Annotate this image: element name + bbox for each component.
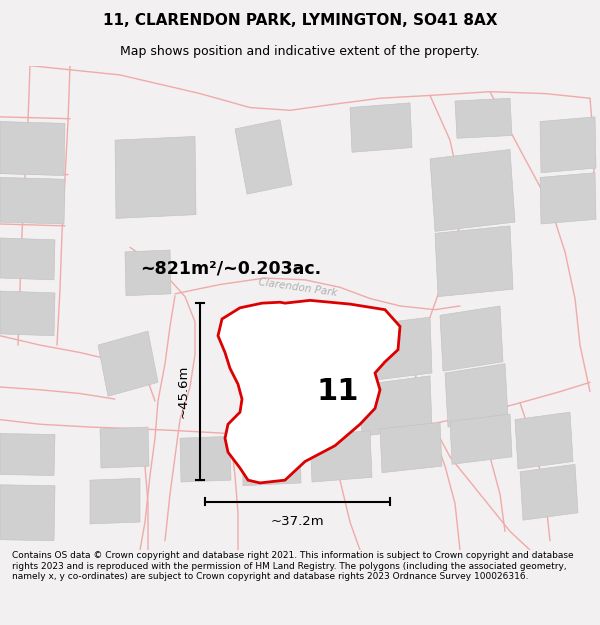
Polygon shape xyxy=(515,412,573,469)
Polygon shape xyxy=(540,117,596,172)
Polygon shape xyxy=(90,478,140,524)
Polygon shape xyxy=(235,119,292,194)
Polygon shape xyxy=(440,306,503,371)
Text: Map shows position and indicative extent of the property.: Map shows position and indicative extent… xyxy=(120,44,480,58)
Polygon shape xyxy=(0,121,65,176)
Polygon shape xyxy=(445,364,508,427)
Text: Clarendon Park: Clarendon Park xyxy=(258,277,338,298)
Text: Contains OS data © Crown copyright and database right 2021. This information is : Contains OS data © Crown copyright and d… xyxy=(12,551,574,581)
Polygon shape xyxy=(540,173,596,224)
Text: ~821m²/~0.203ac.: ~821m²/~0.203ac. xyxy=(140,260,321,278)
Polygon shape xyxy=(0,291,55,336)
Polygon shape xyxy=(435,226,513,297)
Polygon shape xyxy=(180,436,231,482)
Polygon shape xyxy=(255,339,308,390)
Polygon shape xyxy=(115,136,196,218)
Polygon shape xyxy=(0,434,55,476)
Polygon shape xyxy=(450,414,512,464)
Polygon shape xyxy=(98,331,158,396)
Text: ~37.2m: ~37.2m xyxy=(271,514,325,528)
Polygon shape xyxy=(430,149,515,231)
Polygon shape xyxy=(360,376,432,436)
Polygon shape xyxy=(455,98,512,138)
Polygon shape xyxy=(520,464,578,520)
Polygon shape xyxy=(350,103,412,152)
Polygon shape xyxy=(310,431,372,482)
Text: ~45.6m: ~45.6m xyxy=(177,365,190,418)
Polygon shape xyxy=(0,238,55,280)
Polygon shape xyxy=(218,301,400,483)
Polygon shape xyxy=(355,317,432,382)
Text: 11, CLARENDON PARK, LYMINGTON, SO41 8AX: 11, CLARENDON PARK, LYMINGTON, SO41 8AX xyxy=(103,13,497,28)
Polygon shape xyxy=(0,485,55,541)
Text: 11: 11 xyxy=(317,377,359,406)
Polygon shape xyxy=(242,436,301,486)
Polygon shape xyxy=(380,422,442,472)
Polygon shape xyxy=(100,427,149,468)
Polygon shape xyxy=(0,177,65,224)
Polygon shape xyxy=(125,250,171,296)
